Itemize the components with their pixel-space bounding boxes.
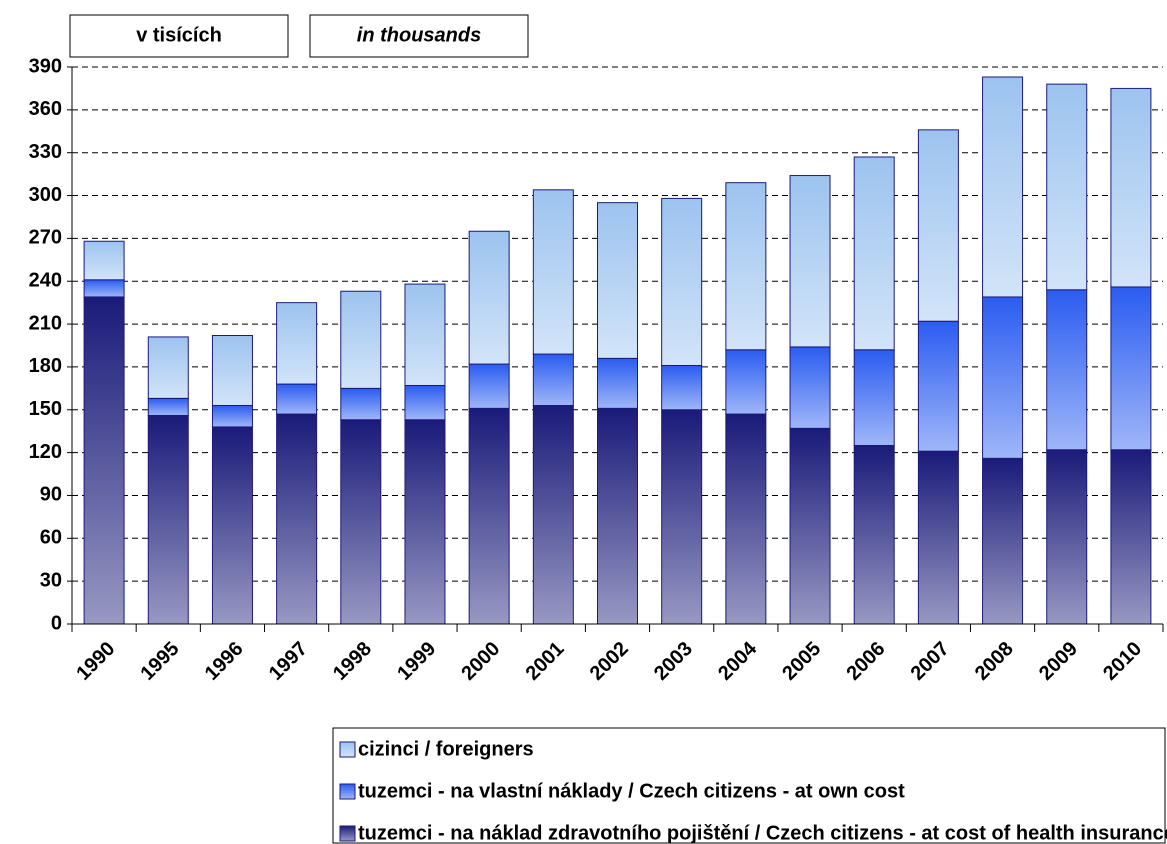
legend-box <box>332 727 1166 844</box>
bar-segment <box>1046 449 1088 625</box>
bar-segment <box>853 156 895 351</box>
bar-segment <box>532 353 574 406</box>
x-tick-label: 2001 <box>522 638 569 685</box>
x-tick-label: 1999 <box>393 638 440 685</box>
bar-segment <box>853 349 895 446</box>
bar-segment <box>147 414 189 625</box>
bar-segment <box>661 197 703 366</box>
legend-label: cizinci / foreigners <box>358 738 534 760</box>
x-tick-label: 2005 <box>778 638 825 685</box>
bar-segment <box>276 302 318 385</box>
bar-segment <box>532 189 574 355</box>
legend-label: tuzemci - na náklad zdravotního pojištěn… <box>358 822 1167 844</box>
bar-segment <box>83 279 125 298</box>
y-tick-label: 390 <box>29 55 62 77</box>
bar-segment <box>276 383 318 415</box>
bar-segment <box>1110 449 1152 625</box>
bar-segment <box>982 457 1024 625</box>
bar-segment <box>211 404 253 428</box>
bar-segment <box>147 336 189 399</box>
y-tick-label: 360 <box>29 98 62 120</box>
bar-segment <box>468 230 510 365</box>
x-tick-label: 1998 <box>329 638 376 685</box>
y-tick-label: 120 <box>29 441 62 463</box>
y-tick-label: 330 <box>29 141 62 163</box>
bar-segment <box>789 427 831 625</box>
bar-segment <box>340 290 382 389</box>
x-tick-label: 2008 <box>971 638 1018 685</box>
y-tick-label: 300 <box>29 184 62 206</box>
bar-segment <box>661 409 703 625</box>
y-tick-label: 90 <box>40 484 62 506</box>
bar-segment <box>917 320 959 452</box>
bar-segment <box>725 413 767 625</box>
x-tick-label: 2010 <box>1099 638 1146 685</box>
bar-segment <box>982 76 1024 298</box>
x-tick-label: 1997 <box>265 638 312 685</box>
bar-segment <box>83 296 125 625</box>
bar-segment <box>982 296 1024 459</box>
bar-segment <box>340 387 382 421</box>
bar-segment <box>789 175 831 348</box>
bar-segment <box>1110 286 1152 451</box>
x-tick-label: 2003 <box>650 638 697 685</box>
bar-segment <box>211 426 253 625</box>
y-tick-label: 0 <box>51 612 62 634</box>
x-tick-label: 1990 <box>72 638 119 685</box>
bar-segment <box>340 419 382 625</box>
y-tick-label: 180 <box>29 355 62 377</box>
x-tick-label: 2006 <box>842 638 889 685</box>
legend-swatch <box>339 741 356 758</box>
bar-segment <box>725 349 767 415</box>
bar-segment <box>853 444 895 625</box>
bar-segment <box>725 182 767 351</box>
bar-segment <box>917 450 959 625</box>
bar-segment <box>917 129 959 322</box>
bar-segment <box>532 404 574 625</box>
bar-segment <box>1046 83 1088 291</box>
y-tick-label: 210 <box>29 312 62 334</box>
annotation: v tisících <box>136 24 222 46</box>
y-tick-label: 60 <box>40 527 62 549</box>
bar-segment <box>468 407 510 625</box>
bar-segment <box>276 413 318 625</box>
bar-segment <box>211 335 253 406</box>
bar-segment <box>789 346 831 429</box>
y-tick-label: 270 <box>29 227 62 249</box>
legend-swatch <box>339 825 356 842</box>
annotation: in thousands <box>357 24 481 46</box>
annotation-box <box>69 14 289 58</box>
bar-segment <box>404 384 446 421</box>
bar-segment <box>404 419 446 625</box>
bar-segment <box>83 240 125 281</box>
bar-segment <box>147 397 189 416</box>
bar-segment <box>661 364 703 411</box>
x-tick-label: 1996 <box>201 638 248 685</box>
y-tick-label: 150 <box>29 398 62 420</box>
x-tick-label: 2002 <box>586 638 633 685</box>
bar-segment <box>1046 289 1088 451</box>
x-tick-label: 1995 <box>137 638 184 685</box>
y-tick-label: 30 <box>40 569 62 591</box>
x-tick-label: 2000 <box>457 638 504 685</box>
annotation-box <box>309 14 529 58</box>
legend-swatch <box>339 783 356 800</box>
legend-label: tuzemci - na vlastní náklady / Czech cit… <box>358 780 905 802</box>
bar-segment <box>597 202 638 359</box>
bar-segment <box>597 357 638 409</box>
bar-segment <box>468 363 510 409</box>
x-tick-label: 2004 <box>714 637 762 685</box>
bar-segment <box>404 283 446 386</box>
y-tick-label: 240 <box>29 270 62 292</box>
x-tick-label: 2009 <box>1035 638 1082 685</box>
bar-segment <box>597 407 638 625</box>
bar-segment <box>1110 87 1152 288</box>
x-tick-label: 2007 <box>907 638 954 685</box>
